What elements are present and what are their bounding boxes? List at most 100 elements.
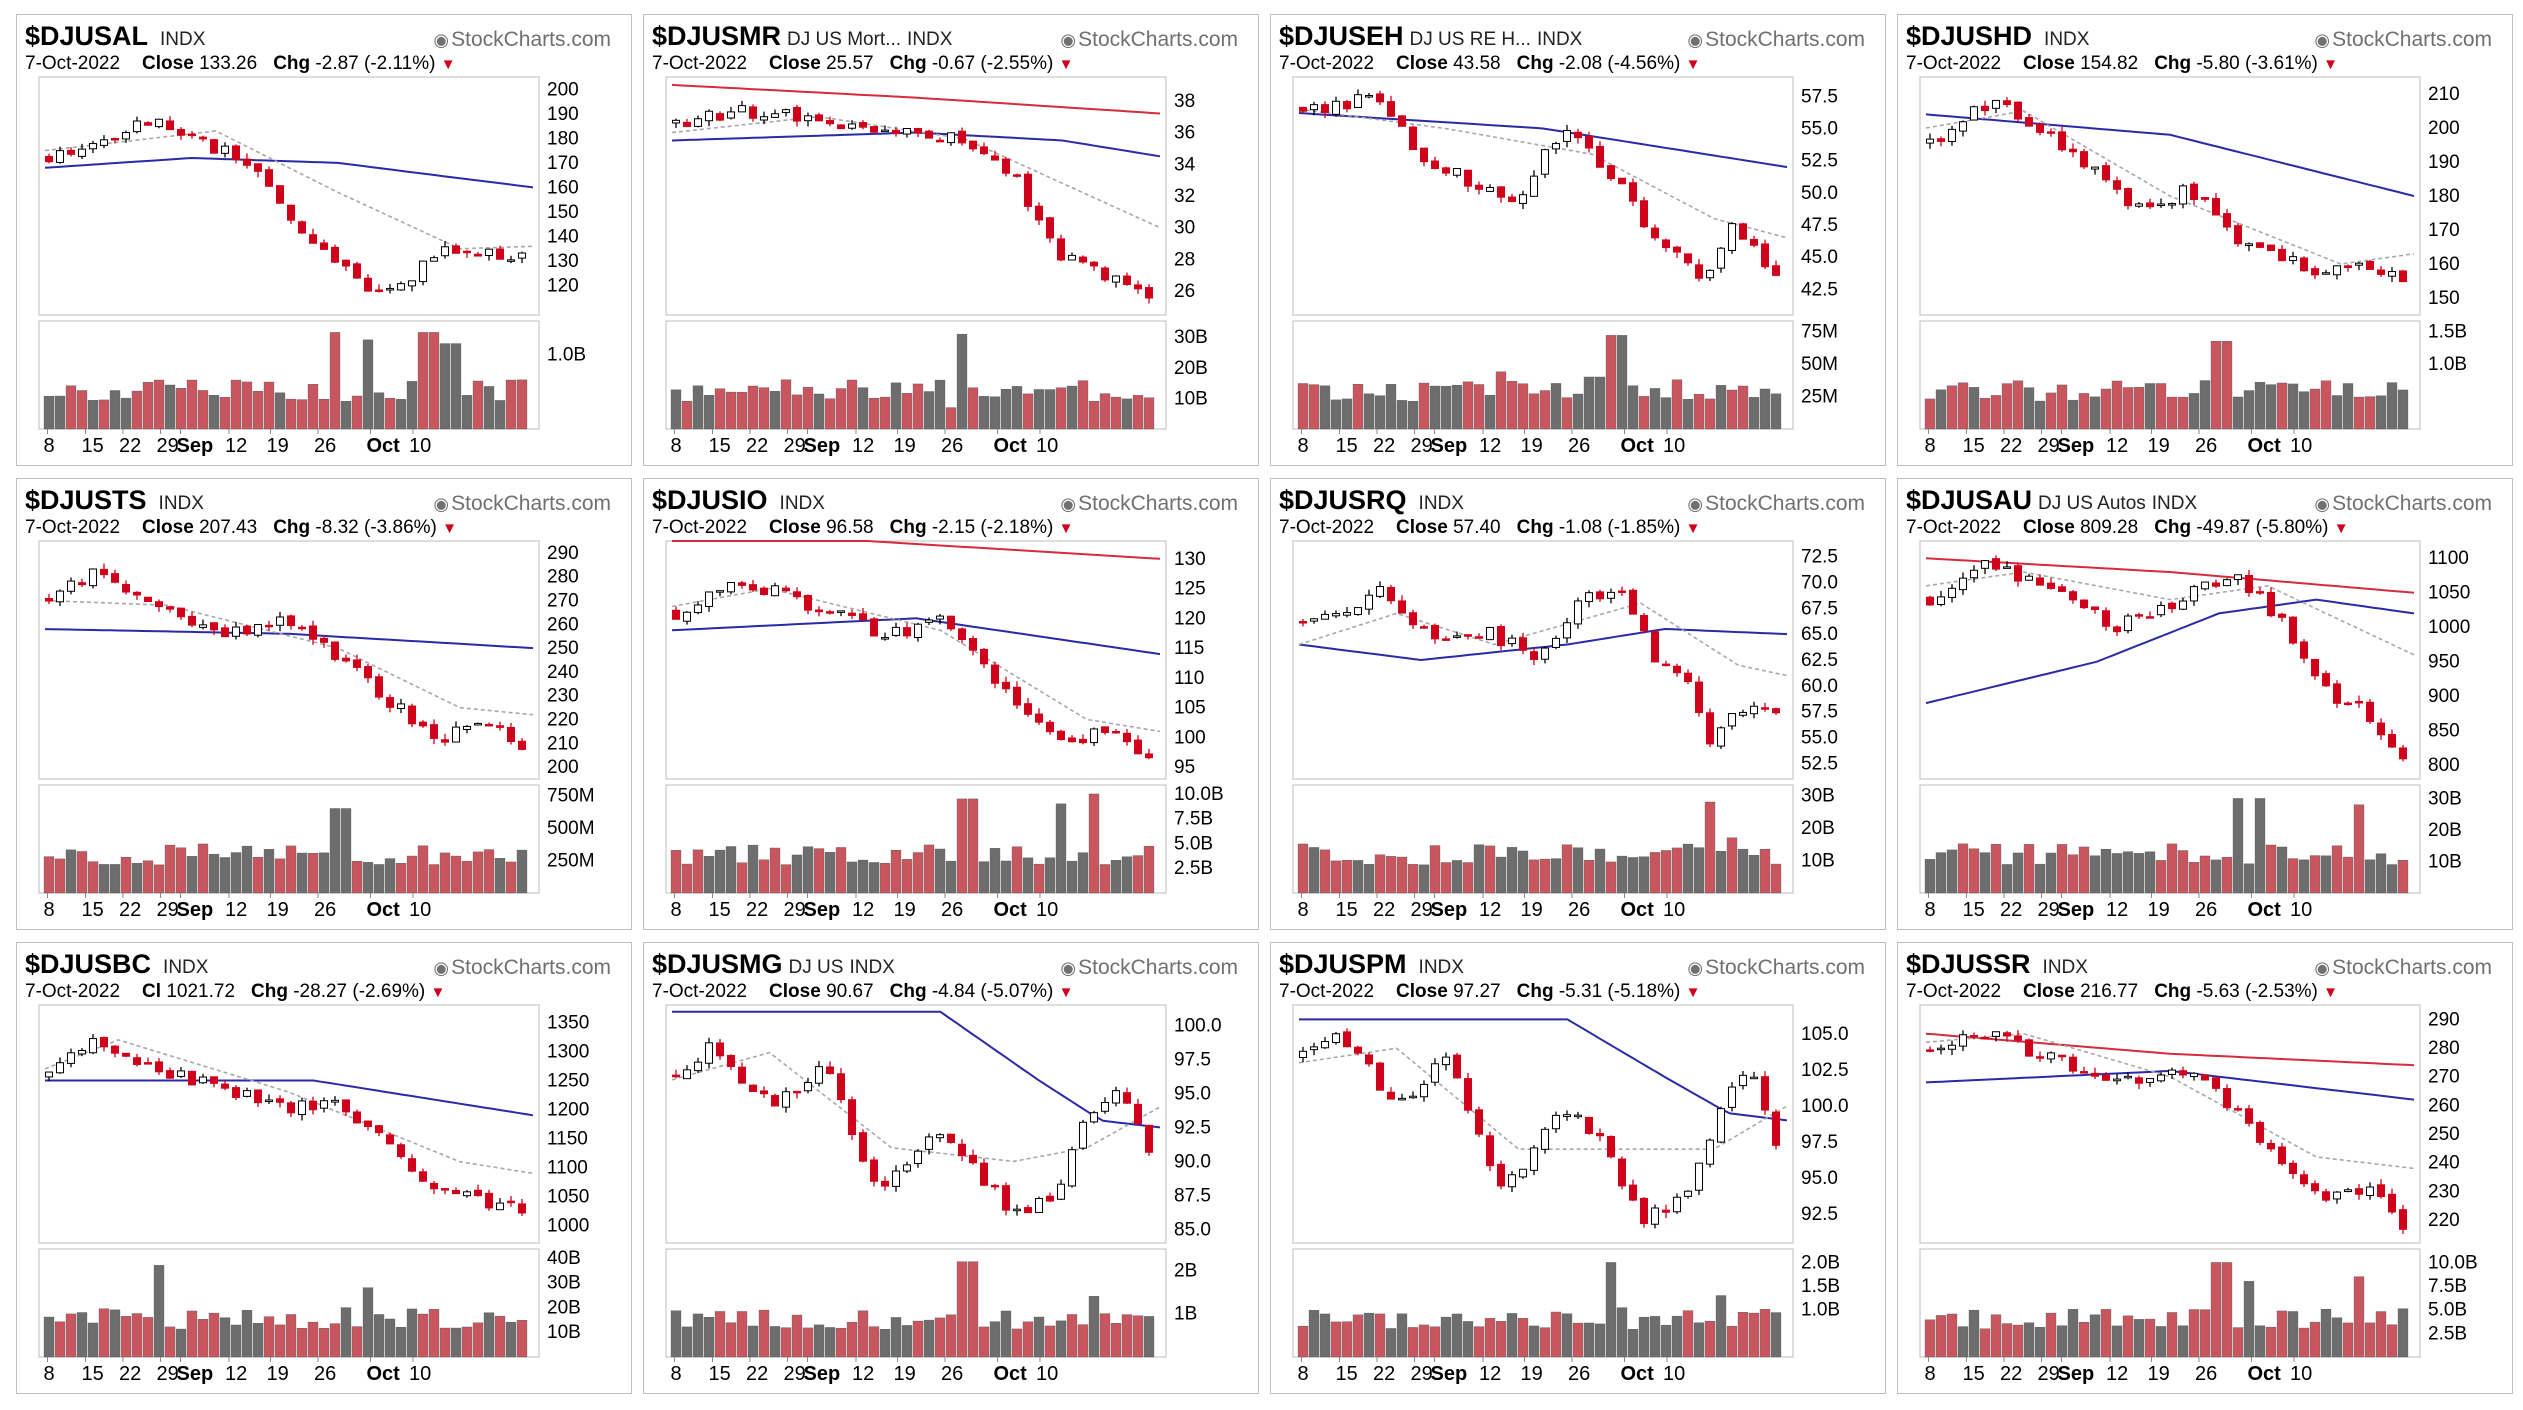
volume-bar — [1924, 1319, 1936, 1358]
candle-body — [2233, 574, 2243, 580]
watermark: ◉StockCharts.com — [1687, 28, 1865, 51]
volume-bar — [758, 387, 770, 430]
price-tick-label: 87.5 — [1174, 1185, 1211, 1206]
volume-bar — [1385, 856, 1397, 894]
price-tick-label: 90.0 — [1174, 1151, 1211, 1172]
volume-bar — [483, 849, 495, 894]
volume-bar — [186, 379, 198, 430]
candle-body — [946, 615, 956, 630]
candle-body — [2024, 117, 2034, 127]
volume-bar — [505, 1321, 517, 1358]
candle-body — [990, 1184, 1000, 1188]
volume-bar — [1979, 397, 1991, 430]
volume-bar — [857, 859, 869, 894]
volume-bar — [2397, 859, 2409, 894]
sma50-line — [672, 1010, 1161, 1129]
x-tick-label: 22 — [2000, 1363, 2022, 1385]
volume-bar — [2331, 395, 2343, 430]
volume-bar — [2375, 853, 2387, 894]
candle-body — [1111, 275, 1121, 283]
down-arrow-icon: ▼ — [442, 520, 458, 537]
candle-body — [814, 1066, 824, 1084]
volume-bar — [1022, 393, 1034, 430]
candle-body — [1716, 247, 1726, 269]
volume-bar — [1968, 848, 1980, 894]
candle-body — [869, 1159, 879, 1182]
candle-body — [374, 289, 384, 293]
volume-tick-label: 20B — [1801, 818, 1835, 839]
volume-bar — [1550, 858, 1562, 894]
candle-body — [2211, 582, 2221, 587]
volume-tick-label: 1.0B — [2428, 354, 2467, 375]
volume-bar — [153, 864, 165, 894]
volume-bar — [1616, 335, 1628, 430]
candle-body — [1969, 569, 1979, 579]
candle-body — [1694, 1162, 1704, 1191]
volume-bar — [692, 1313, 704, 1358]
candle-body — [110, 137, 120, 141]
volume-bar — [2188, 1309, 2200, 1358]
candle-body — [2376, 1184, 2386, 1198]
volume-bar — [351, 395, 363, 430]
x-tick-label: 22 — [2000, 435, 2022, 457]
candle-body — [1749, 238, 1759, 246]
candle-body — [2024, 1039, 2034, 1057]
volume-bar — [120, 397, 132, 430]
candle-body — [2156, 604, 2166, 616]
chg-value: -49.87 (-5.80%) — [2196, 517, 2329, 538]
candle-body — [55, 1062, 65, 1074]
candle-body — [264, 169, 274, 187]
candle-body — [759, 587, 769, 595]
volume-bar — [2309, 855, 2321, 894]
price-tick-label: 105 — [1174, 698, 1206, 719]
candle-body — [66, 580, 76, 592]
price-tick-label: 85.0 — [1174, 1219, 1211, 1240]
volume-bar — [318, 852, 330, 894]
chart-header: $DJUSEH DJ US RE H... INDX ◉StockCharts.com… — [1279, 21, 1879, 75]
x-tick-label: 8 — [44, 435, 55, 457]
chart-symbol: $DJUSPM INDX — [1279, 949, 1464, 979]
candle-body — [253, 1089, 263, 1104]
candle-body — [55, 150, 65, 163]
volume-bar — [2243, 390, 2255, 430]
close-value: 90.67 — [826, 981, 874, 1002]
volume-bar — [428, 864, 440, 894]
candle-body — [242, 625, 252, 635]
candle-body — [1342, 612, 1352, 616]
volume-bar — [1341, 1321, 1353, 1358]
sma50-line — [1925, 1069, 2415, 1101]
candle-body — [1518, 637, 1528, 651]
candle-body — [1573, 1114, 1583, 1118]
candle-body — [1925, 1049, 1935, 1052]
candle-body — [748, 584, 758, 591]
candle-body — [121, 132, 131, 140]
x-tick-label: 10 — [1036, 899, 1058, 921]
volume-bar — [54, 858, 66, 894]
volume-bar — [692, 849, 704, 894]
volume-bar — [725, 1322, 737, 1358]
sma50-line — [1925, 113, 2415, 197]
volume-bar — [2397, 389, 2409, 430]
volume-bar — [2353, 1276, 2365, 1358]
candle-body — [2046, 1052, 2056, 1060]
close-label: Close — [1396, 981, 1448, 1002]
volume-bar — [120, 1316, 132, 1358]
volume-bar — [1737, 385, 1749, 430]
price-volume-chart: 29028027026025024023022010.0B7.5B5.0B2.5… — [1919, 1004, 2478, 1385]
volume-bar — [2144, 1318, 2156, 1358]
volume-bar — [824, 851, 836, 894]
candle-body — [935, 139, 945, 143]
candle-body — [121, 583, 131, 593]
price-tick-label: 100 — [1174, 727, 1206, 748]
candle-body — [2123, 1075, 2133, 1079]
candle-body — [693, 118, 703, 127]
candle-body — [77, 148, 87, 157]
volume-bar — [461, 1326, 473, 1358]
candle-body — [2112, 626, 2122, 633]
volume-bar — [2342, 856, 2354, 894]
x-tick-label: 10 — [409, 899, 431, 921]
price-tick-label: 200 — [547, 79, 579, 100]
candle-body — [363, 666, 373, 679]
volume-bar — [923, 1319, 935, 1358]
